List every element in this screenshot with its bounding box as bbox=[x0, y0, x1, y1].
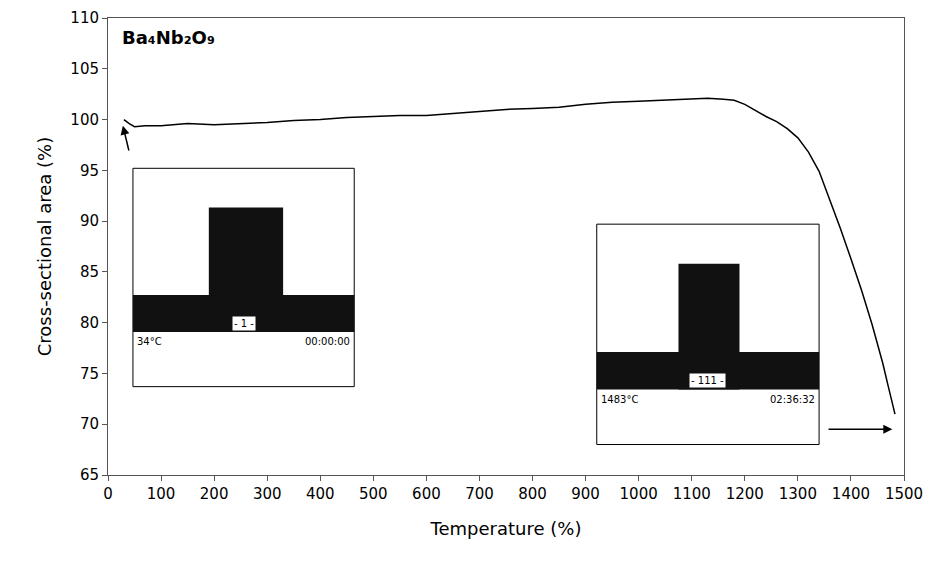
svg-text:Ba₄Nb₂O₉: Ba₄Nb₂O₉ bbox=[122, 27, 215, 48]
svg-text:100: 100 bbox=[147, 485, 176, 503]
svg-text:02:36:32: 02:36:32 bbox=[770, 394, 815, 405]
svg-text:1100: 1100 bbox=[673, 485, 711, 503]
svg-text:900: 900 bbox=[571, 485, 600, 503]
svg-text:300: 300 bbox=[253, 485, 282, 503]
svg-text:1000: 1000 bbox=[620, 485, 658, 503]
svg-text:600: 600 bbox=[412, 485, 441, 503]
svg-text:70: 70 bbox=[80, 415, 99, 433]
svg-text:100: 100 bbox=[70, 111, 99, 129]
svg-text:85: 85 bbox=[80, 263, 99, 281]
svg-text:800: 800 bbox=[518, 485, 547, 503]
svg-text:1300: 1300 bbox=[779, 485, 817, 503]
svg-text:500: 500 bbox=[359, 485, 388, 503]
svg-text:Temperature (%): Temperature (%) bbox=[430, 518, 582, 539]
svg-text:75: 75 bbox=[80, 365, 99, 383]
svg-text:Cross-sectional area (%): Cross-sectional area (%) bbox=[34, 137, 55, 356]
svg-text:0: 0 bbox=[103, 485, 113, 503]
svg-text:110: 110 bbox=[70, 9, 99, 27]
svg-text:1400: 1400 bbox=[832, 485, 870, 503]
svg-text:65: 65 bbox=[80, 466, 99, 484]
svg-text:80: 80 bbox=[80, 314, 99, 332]
svg-text:105: 105 bbox=[70, 60, 99, 78]
svg-text:1483°C: 1483°C bbox=[601, 394, 638, 405]
svg-text:- 1 -: - 1 - bbox=[234, 318, 254, 329]
svg-text:95: 95 bbox=[80, 162, 99, 180]
svg-text:90: 90 bbox=[80, 212, 99, 230]
svg-text:1200: 1200 bbox=[726, 485, 764, 503]
svg-text:200: 200 bbox=[200, 485, 229, 503]
svg-text:- 111 -: - 111 - bbox=[691, 375, 724, 386]
svg-text:00:00:00: 00:00:00 bbox=[305, 336, 350, 347]
svg-text:1500: 1500 bbox=[885, 485, 923, 503]
svg-text:700: 700 bbox=[465, 485, 494, 503]
svg-text:400: 400 bbox=[306, 485, 335, 503]
svg-text:34°C: 34°C bbox=[137, 336, 162, 347]
